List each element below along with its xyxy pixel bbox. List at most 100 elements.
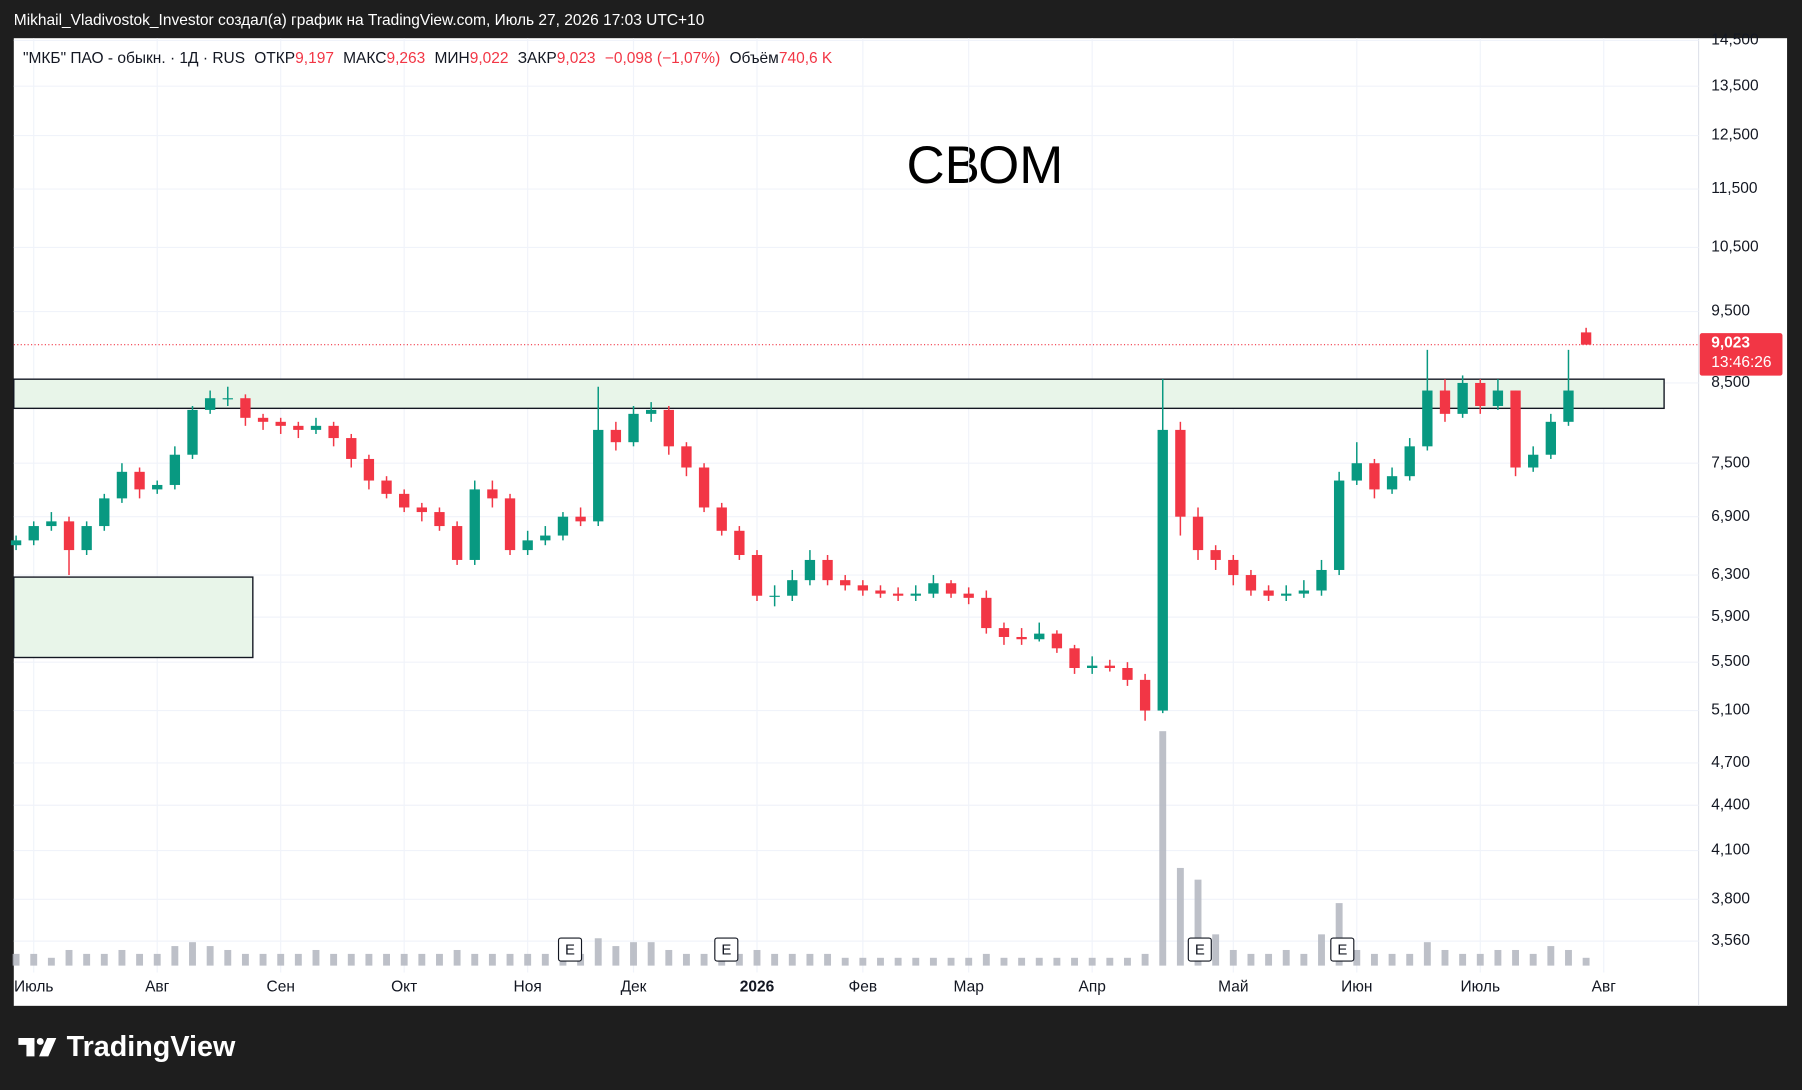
- x-tick-label: Ноя: [514, 979, 542, 996]
- candle-body: [840, 580, 851, 586]
- volume-bar: [1088, 957, 1096, 966]
- volume-bar: [1494, 949, 1502, 966]
- candle-body: [857, 585, 869, 591]
- x-tick-label: Июль: [14, 979, 54, 996]
- volume-bar: [824, 953, 832, 966]
- volume-bar: [877, 957, 884, 966]
- legend-field-label: ЗАКР: [518, 50, 557, 67]
- candle-body: [257, 417, 269, 422]
- candle-body: [1104, 665, 1115, 669]
- volume-bar: [241, 953, 249, 966]
- y-tick-label: 5,900: [1711, 608, 1750, 625]
- y-tick-label: 3,560: [1711, 932, 1750, 949]
- legend-field-value: 9,023: [557, 50, 596, 67]
- volume-bar: [1159, 731, 1167, 966]
- candle-body: [928, 583, 939, 594]
- annotation: СВОМ: [906, 136, 1063, 195]
- volume-bar: [1229, 949, 1237, 966]
- event-marker: E: [1337, 942, 1347, 959]
- volume-bar: [1194, 879, 1202, 966]
- volume-bar: [647, 942, 655, 966]
- chart-area: [13, 38, 1788, 1006]
- volume-bar: [912, 957, 920, 966]
- zone: [13, 576, 254, 659]
- volume-bar: [894, 957, 902, 966]
- candle-body: [1492, 390, 1504, 406]
- candle-body: [416, 507, 427, 513]
- volume-bar: [1529, 953, 1537, 966]
- volume-bar: [700, 953, 708, 966]
- volume-bar: [1353, 949, 1361, 966]
- volume-bar: [1582, 957, 1590, 966]
- candle-body: [593, 429, 604, 522]
- zone: [13, 378, 1665, 410]
- candle-body: [540, 535, 551, 541]
- volume-bar: [347, 953, 355, 966]
- x-tick-label: Май: [1218, 979, 1248, 996]
- candle-body: [787, 580, 798, 596]
- logo: TradingView: [18, 1031, 236, 1063]
- volume-bar: [1388, 953, 1396, 966]
- volume-bar: [418, 953, 426, 966]
- volume-bar: [965, 957, 973, 966]
- candle-body: [275, 421, 286, 426]
- volume-bar: [1247, 953, 1255, 966]
- volume-bar: [1176, 867, 1184, 966]
- candle-body: [1475, 382, 1486, 406]
- volume-bar: [682, 953, 690, 966]
- candle-body: [681, 446, 692, 468]
- volume-bar: [436, 953, 443, 966]
- price-label-box: [1699, 333, 1783, 376]
- candle-body: [981, 597, 992, 629]
- volume-bar: [929, 957, 937, 966]
- candle-body: [1087, 665, 1098, 669]
- legend-field-value: 9,022: [470, 50, 509, 67]
- volume-bar: [153, 953, 161, 966]
- event-box: [1187, 937, 1212, 962]
- candle-body: [187, 409, 198, 455]
- y-tick-label: 8,500: [1711, 374, 1750, 391]
- volume-bar: [1406, 953, 1414, 966]
- candle-body: [1157, 429, 1168, 711]
- candle-body: [769, 595, 780, 597]
- volume-bar: [506, 953, 514, 966]
- candle-body: [1192, 516, 1204, 551]
- event-marker: E: [721, 942, 731, 959]
- y-tick-label: 4,100: [1711, 842, 1750, 859]
- candle-body: [81, 526, 92, 551]
- candle-body: [363, 458, 375, 481]
- candle-body: [469, 489, 480, 560]
- candle-body: [1281, 593, 1292, 596]
- volume-bar: [30, 953, 38, 966]
- candle-body: [1175, 429, 1186, 517]
- volume-bar: [735, 953, 743, 966]
- volume-bar: [982, 953, 990, 966]
- candle-body: [698, 467, 710, 508]
- candle-body: [1016, 636, 1027, 640]
- volume-bar: [1106, 957, 1114, 966]
- volume-bar: [1071, 957, 1078, 966]
- y-tick-label: 4,700: [1711, 754, 1750, 771]
- volume-bar: [630, 942, 637, 966]
- volume-bar: [12, 953, 20, 966]
- candle-body: [1298, 590, 1310, 594]
- x-tick-label: Июль: [1460, 979, 1500, 996]
- candle-body: [1034, 633, 1045, 640]
- volume-bar: [612, 946, 620, 966]
- legend-field-value: 9,197: [295, 50, 334, 67]
- volume-bar: [259, 953, 267, 966]
- volume-bar: [330, 953, 338, 966]
- candle-body: [152, 484, 163, 490]
- candle-body: [99, 498, 110, 527]
- candle-body: [1422, 390, 1433, 447]
- candle-body: [1528, 454, 1539, 468]
- candle-body: [1316, 569, 1327, 591]
- candle-body: [1386, 476, 1398, 490]
- candle-body: [1333, 480, 1345, 570]
- y-tick-label: 11,500: [1711, 180, 1758, 197]
- plot: 14,500 13,500 12,500 11,500 10,500 9,500 8,500…: [10, 31, 1783, 996]
- volume-bar: [594, 938, 602, 966]
- volume-bar: [1053, 957, 1061, 966]
- logo-icon: [39, 1038, 57, 1057]
